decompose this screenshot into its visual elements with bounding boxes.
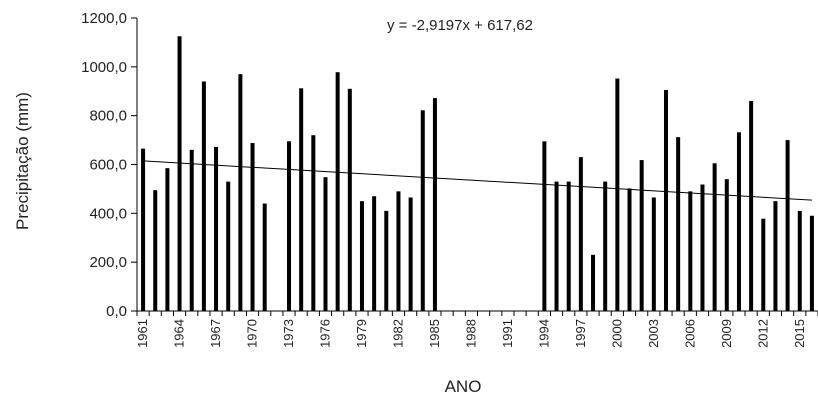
y-axis-ticks: 0,0 200,0 400,0 600,0 800,0 1000,0 1200,0 [81,10,137,320]
x-tick-label: 1967 [208,319,223,348]
y-tick-label: 0,0 [106,303,127,320]
bars [141,36,814,312]
bar-1981 [384,210,389,311]
bar-1984 [420,110,425,311]
bar-1998 [591,254,596,311]
x-tick-label: 1979 [354,319,369,348]
bar-1997 [578,157,583,311]
bar-2015 [797,210,802,311]
x-tick-label: 2000 [609,319,624,348]
x-tick-label: 2015 [792,319,807,348]
x-axis-title: ANO [445,377,482,396]
bar-1985 [432,98,437,311]
x-tick-label: 1991 [500,319,515,348]
trendline-group [143,160,812,201]
y-tick-label: 400,0 [89,205,127,222]
x-tick-label: 1973 [281,319,296,348]
bar-1961 [141,148,146,311]
bar-1968 [226,181,231,311]
bar-1973 [287,141,292,311]
bar-1982 [396,191,401,311]
bar-1979 [359,201,364,312]
x-tick-label: 1982 [390,319,405,348]
bar-1966 [201,81,206,311]
bar-2016 [809,215,814,311]
bar-1995 [554,181,559,311]
bar-1962 [153,190,158,311]
bar-2000 [615,78,620,311]
bar-2002 [639,160,644,311]
bar-2012 [761,218,766,311]
bar-1999 [603,181,608,311]
trendline [143,160,812,201]
bar-2007 [700,184,705,311]
y-tick-label: 600,0 [89,157,127,174]
x-tick-label: 1994 [536,319,551,348]
x-tick-label: 1961 [135,319,150,348]
y-tick-label: 1000,0 [81,59,127,76]
bar-1971 [262,203,267,311]
x-tick-label: 2012 [755,319,770,348]
bar-1983 [408,197,413,311]
bar-1975 [311,135,316,311]
bar-2001 [627,188,632,311]
bar-2005 [676,137,681,311]
bar-2009 [724,179,729,311]
bar-2003 [651,197,656,311]
x-tick-label: 2003 [646,319,661,348]
bar-2010 [736,132,741,311]
bar-1970 [250,143,255,311]
bar-1996 [566,181,571,311]
trendline-equation: y = -2,9197x + 617,62 [387,17,533,34]
bar-2008 [712,163,717,311]
bar-1963 [165,168,170,311]
bar-1965 [189,149,194,311]
bar-1969 [238,74,243,311]
y-axis-title: Precipitação (mm) [13,92,32,230]
bar-1974 [299,88,304,311]
x-tick-label: 1970 [245,319,260,348]
bar-1964 [177,36,182,312]
bar-1977 [335,72,340,312]
x-tick-label: 2009 [719,319,734,348]
bar-1994 [542,141,547,311]
bar-1976 [323,177,328,311]
y-tick-label: 1200,0 [81,10,127,27]
x-tick-label: 1997 [573,319,588,348]
bar-2011 [749,101,754,312]
bar-2004 [663,90,668,311]
x-tick-label: 1988 [463,319,478,348]
x-tick-label: 1976 [317,319,332,348]
x-tick-label: 1985 [427,319,442,348]
x-axis-ticks: 1961 1964 1967 1970 1973 1976 1979 1982 1985 1988… [135,311,818,348]
bar-2014 [785,140,790,311]
bar-1980 [372,196,377,311]
bar-2006 [688,191,693,311]
bar-2013 [773,201,778,312]
bar-1978 [347,88,352,311]
y-tick-label: 200,0 [89,254,127,271]
bar-1967 [214,146,219,311]
x-tick-label: 1964 [172,319,187,348]
x-tick-label: 2006 [682,319,697,348]
y-tick-label: 800,0 [89,108,127,125]
